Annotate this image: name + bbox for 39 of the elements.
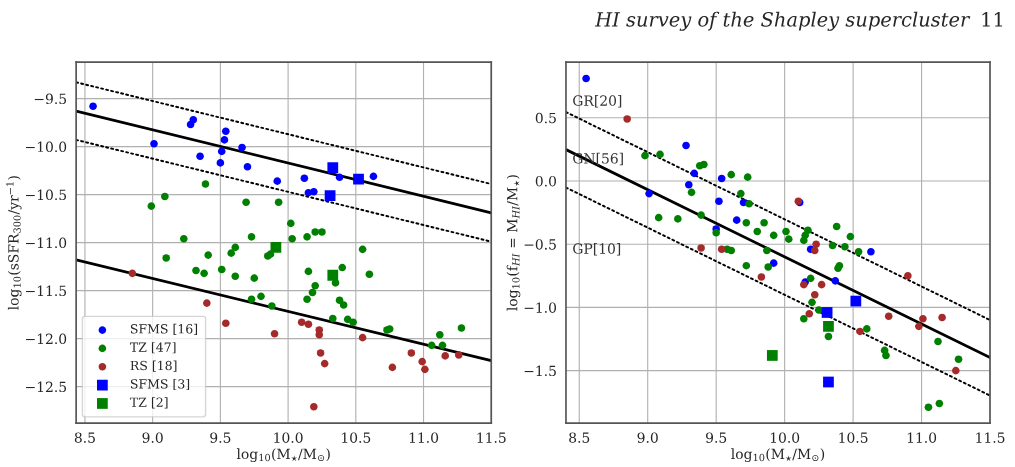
legend-label: TZ [2] <box>130 397 168 409</box>
x-tick-label: 10.0 <box>274 432 303 443</box>
legend-label: TZ [47] <box>130 342 176 354</box>
x-tick-label: 9.5 <box>210 432 231 443</box>
y-tick-label: −1.0 <box>524 302 557 313</box>
y-tick-label: −11.0 <box>26 237 67 249</box>
x-tick-label: 11.5 <box>976 432 1005 443</box>
text: HI survey of the Shapley supercluster <box>594 11 971 31</box>
x-tick-label: 10.5 <box>839 432 868 443</box>
y-tick-label: −1.5 <box>524 365 556 377</box>
x-tick-label: 9.0 <box>637 432 658 443</box>
y-tick-label: 0.5 <box>535 112 556 124</box>
x-tick-label: 8.5 <box>569 432 590 443</box>
y-tick-label: −10.5 <box>26 189 67 201</box>
y-tick-label: −0.5 <box>524 239 556 250</box>
y-tick-label: −12.0 <box>26 333 67 345</box>
annotation: GR[20] <box>573 95 622 108</box>
x-tick-label: 10.0 <box>770 432 800 443</box>
legend-label: SFMS [16] <box>130 323 198 336</box>
x-axis-title: log$_{10}$(M$_{⋆}$/M$_{⊙}$) <box>731 448 825 462</box>
x-tick-label: 10.5 <box>342 432 371 443</box>
y-tick-label: 0.0 <box>535 175 557 187</box>
y-axis-title: log$_{10}$(sSFR$_{300}$/yr$^{−1}$) <box>6 176 22 310</box>
y-tick-label: −10.0 <box>26 141 67 153</box>
legend-label: RS [18] <box>130 360 177 372</box>
y-tick-label: −12.5 <box>26 381 67 393</box>
y-tick-label: −11.5 <box>26 285 67 297</box>
x-tick-label: 9.0 <box>142 432 163 443</box>
x-tick-label: 8.5 <box>74 432 95 443</box>
text: 11 <box>982 12 1003 27</box>
x-axis-title: log$_{10}$(M$_{⋆}$/M$_{⊙}$) <box>236 448 330 462</box>
legend-label: SFMS [3] <box>130 378 190 391</box>
x-tick-label: 11.5 <box>477 432 506 443</box>
y-tick-label: −9.5 <box>34 93 67 105</box>
x-tick-label: 9.5 <box>706 432 727 443</box>
x-tick-label: 11.0 <box>907 432 937 443</box>
text: log$_{10}$(f$_{HI}$ = M$_{HI}$/M$_{⋆}$) <box>506 175 521 311</box>
x-tick-label: 11.0 <box>409 432 439 443</box>
annotation: GP[10] <box>573 243 621 256</box>
